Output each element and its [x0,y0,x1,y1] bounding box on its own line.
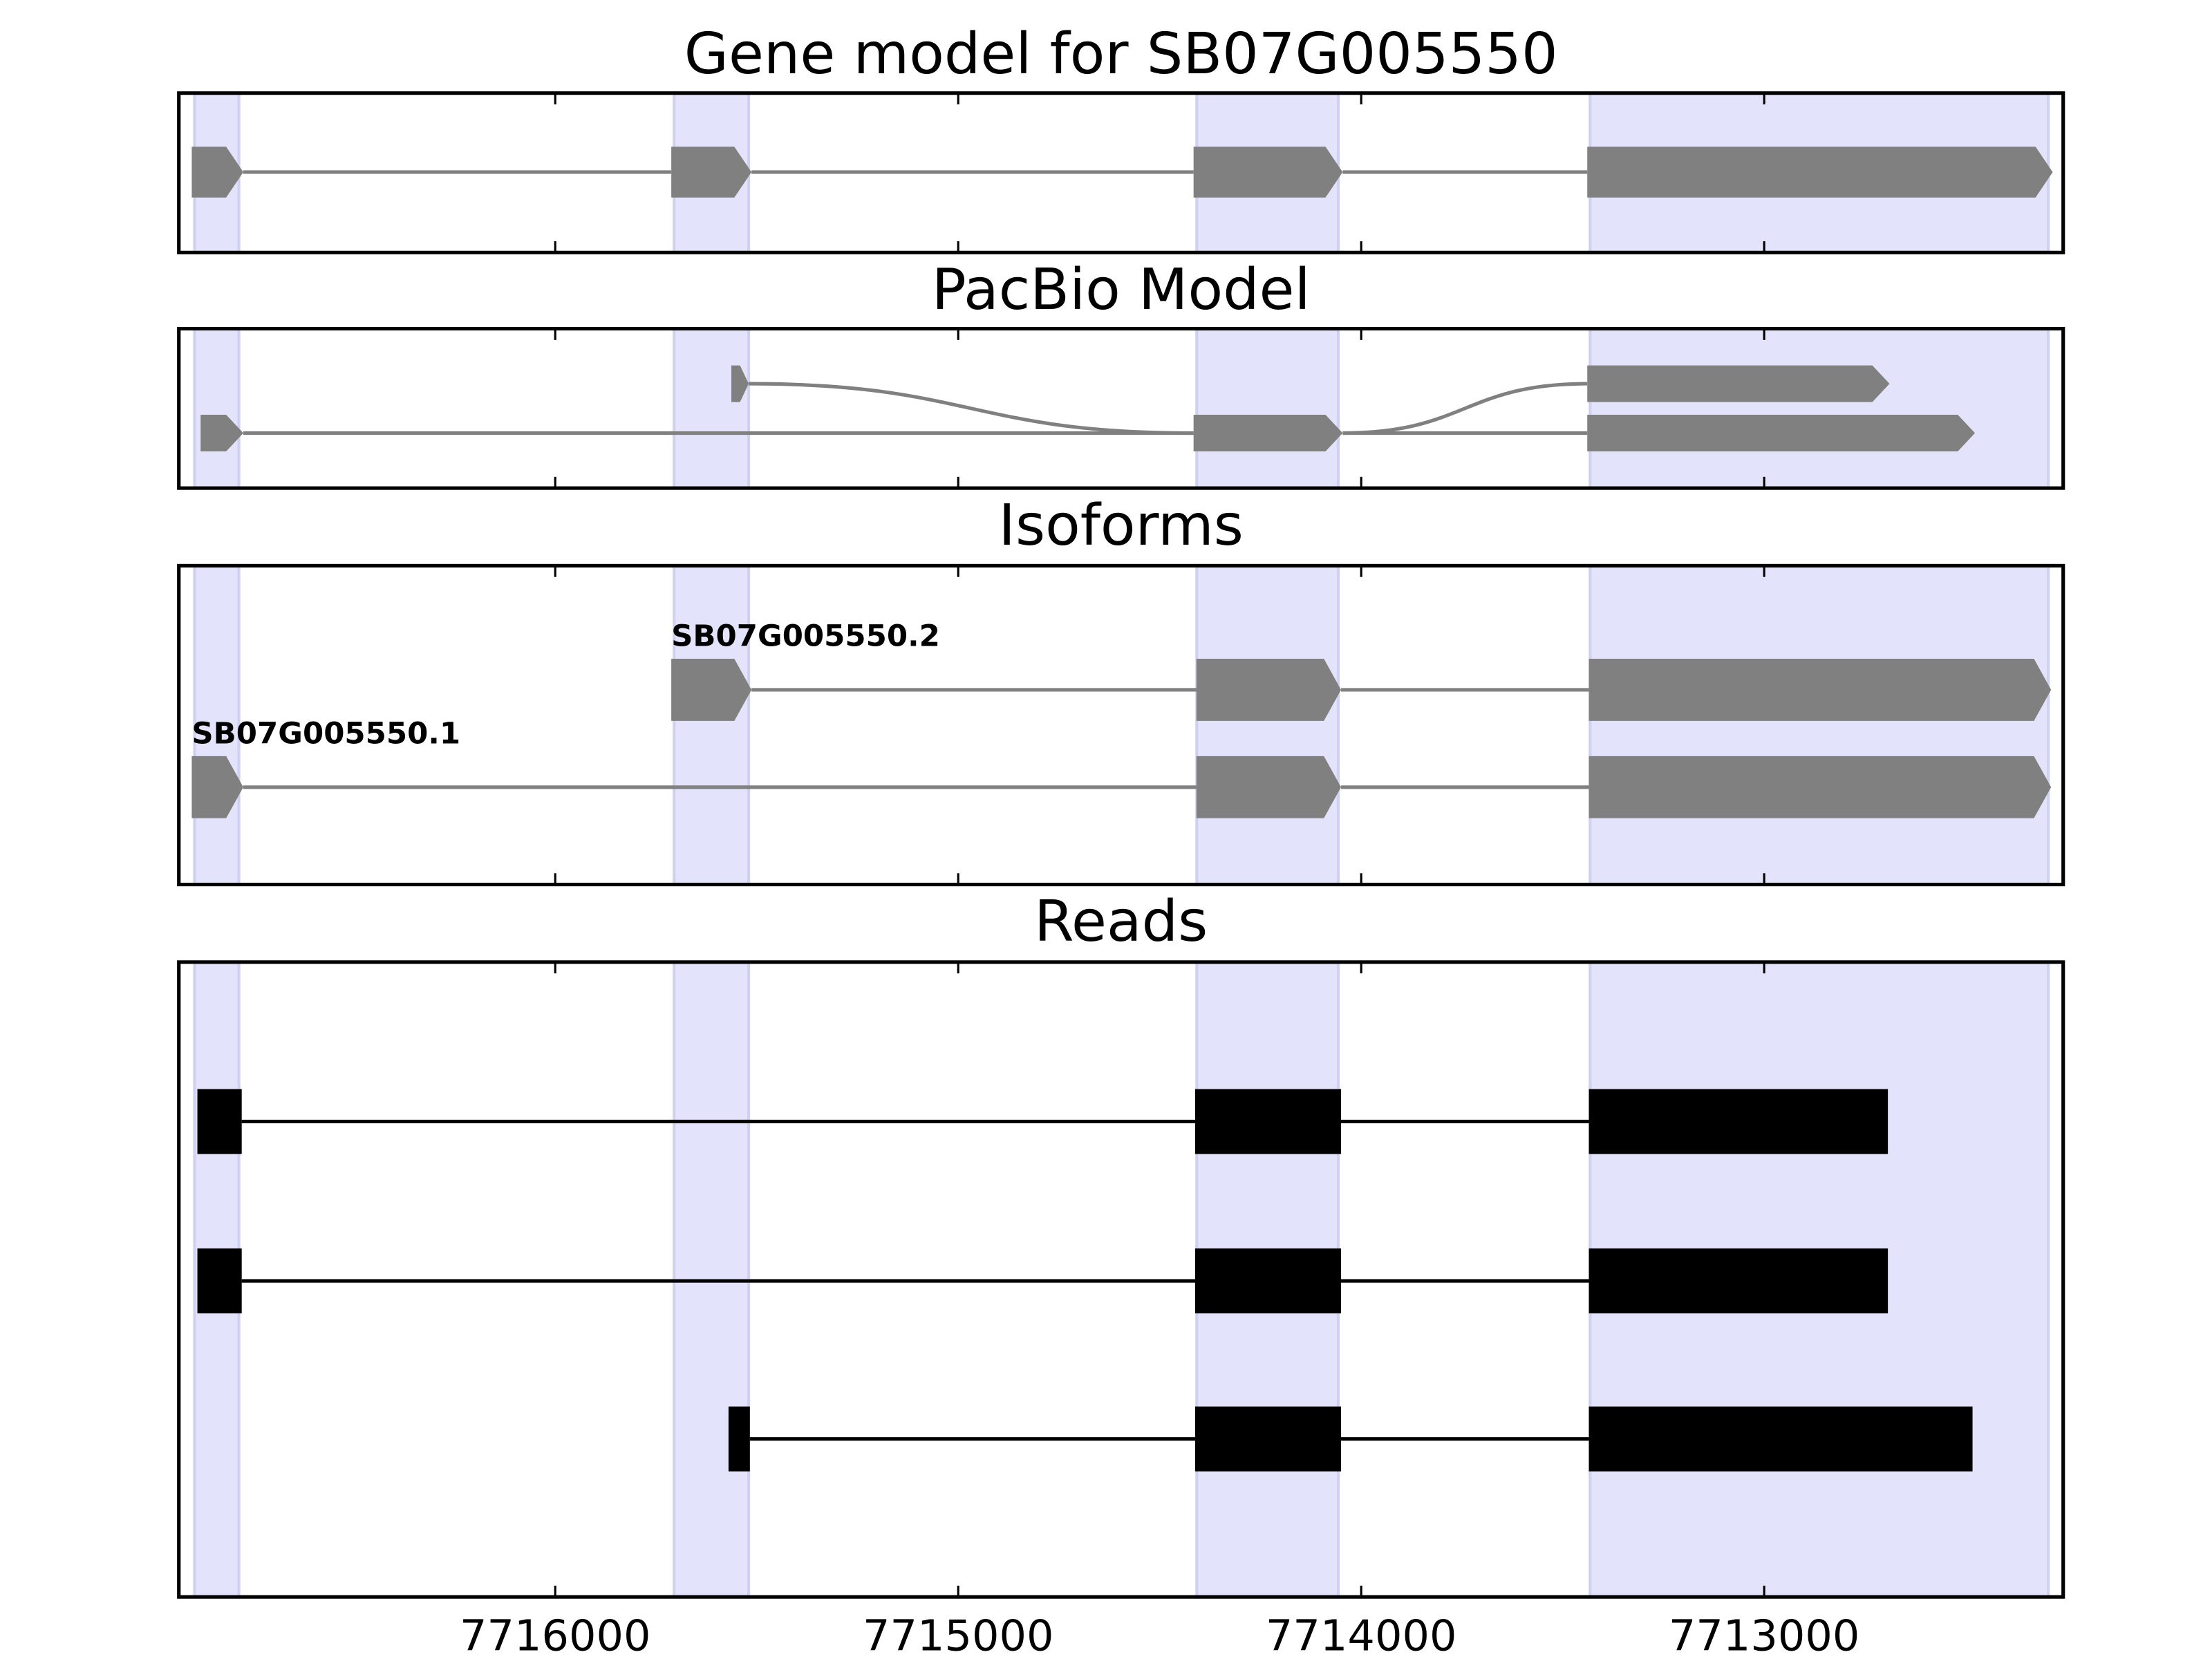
exon-region [1588,327,2050,490]
panel-frame [177,326,2065,490]
exon [1193,147,1343,198]
exon [1193,415,1343,452]
exon-region [673,327,751,490]
exon [1195,1248,1342,1313]
exon-region [673,564,751,886]
exon [1195,1089,1342,1154]
x-tick-label: 7716000 [460,1611,651,1659]
exon [728,1406,750,1472]
exon-region [1195,564,1340,886]
exon [197,1089,242,1154]
exon [1587,147,2053,198]
exon [671,659,752,721]
exon-region [1588,564,2050,886]
exon-region [193,564,241,886]
exon [1588,1406,1973,1472]
panel-title: Isoforms [999,493,1244,558]
exon [1587,365,1890,402]
exon [200,415,244,452]
intron [749,382,1194,435]
exon-region [193,327,241,490]
exon [1587,415,1976,452]
x-tick-label: 7714000 [1266,1611,1457,1659]
panel-title: PacBio Model [932,257,1311,322]
isoform-label: SB07G005550.2 [671,619,940,654]
x-tick-label: 7715000 [863,1611,1054,1659]
exon [1195,1406,1342,1472]
exon [1196,659,1342,721]
exon [197,1248,242,1313]
exon [1588,1089,1888,1154]
exon [1588,659,2052,721]
panel-frame [177,91,2065,254]
panel-title: Reads [1034,890,1208,955]
panel-title: Gene model for SB07G005550 [684,22,1558,87]
exon-region [1195,327,1340,490]
x-tick-label: 7713000 [1669,1611,1860,1659]
panel-frame [177,960,2065,1599]
exon [1588,1248,1888,1313]
exon [191,756,244,818]
panel-frame [177,563,2065,887]
exon [1196,756,1342,818]
exon [671,147,752,198]
exon [191,147,244,198]
isoform-label: SB07G005550.1 [191,717,460,751]
intron [1342,382,1588,435]
exon [1588,756,2052,818]
